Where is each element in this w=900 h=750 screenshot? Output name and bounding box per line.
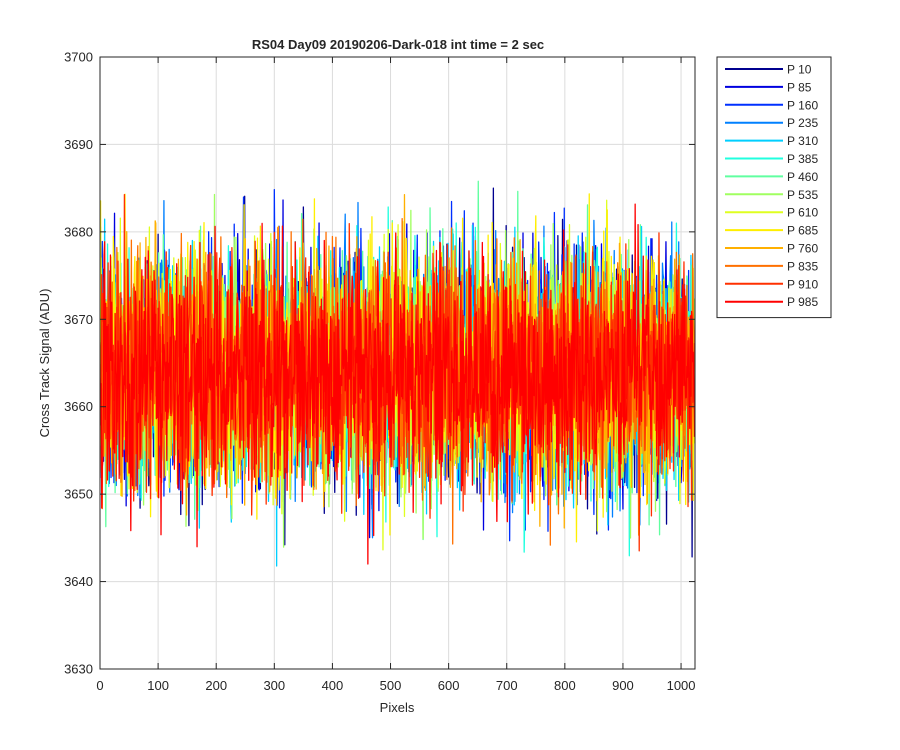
x-tick-label: 0 <box>96 678 103 693</box>
legend-label: P 910 <box>787 277 818 291</box>
x-tick-label: 600 <box>438 678 460 693</box>
legend-label: P 460 <box>787 170 818 184</box>
y-axis-label: Cross Track Signal (ADU) <box>37 289 52 438</box>
series-line-p985 <box>100 203 695 565</box>
x-tick-label: 400 <box>322 678 344 693</box>
x-tick-label: 800 <box>554 678 576 693</box>
legend-box <box>716 56 832 319</box>
y-tick-label: 3690 <box>64 137 93 152</box>
y-tick-label: 3660 <box>64 399 93 414</box>
legend-label: P 310 <box>787 134 818 148</box>
x-axis-label: Pixels <box>380 700 415 715</box>
legend-label: P 985 <box>787 295 818 309</box>
legend-label: P 160 <box>787 98 818 112</box>
legend-label: P 235 <box>787 116 818 130</box>
x-tick-label: 700 <box>496 678 518 693</box>
legend: P 10 P 85 P 160 P 235 P 310 P 385 P 460 P 535 P … <box>716 56 832 319</box>
legend-label: P 610 <box>787 206 818 220</box>
y-tick-label: 3700 <box>64 50 93 65</box>
axis-ticks: 0 100 200 300 400 500 600 700 800 900 1000 3630 3640… <box>64 50 695 694</box>
x-tick-label: 100 <box>147 678 169 693</box>
y-tick-label: 3650 <box>64 487 93 502</box>
legend-label: P 685 <box>787 224 818 238</box>
x-tick-label: 500 <box>380 678 402 693</box>
chart-title: RS04 Day09 20190206-Dark-018 int time = … <box>252 37 544 52</box>
legend-label: P 535 <box>787 188 818 202</box>
x-tick-label: 1000 <box>667 678 696 693</box>
legend-label: P 85 <box>787 80 812 94</box>
y-tick-label: 3630 <box>64 662 93 677</box>
x-tick-label: 200 <box>205 678 227 693</box>
series-layer <box>100 180 695 567</box>
y-tick-label: 3680 <box>64 224 93 239</box>
legend-label: P 835 <box>787 259 818 273</box>
legend-label: P 760 <box>787 242 818 256</box>
axes-box <box>99 56 696 670</box>
legend-label: P 385 <box>787 152 818 166</box>
y-tick-label: 3670 <box>64 312 93 327</box>
legend-label: P 10 <box>787 63 812 77</box>
y-tick-label: 3640 <box>64 574 93 589</box>
x-tick-label: 900 <box>612 678 634 693</box>
x-tick-label: 300 <box>263 678 285 693</box>
